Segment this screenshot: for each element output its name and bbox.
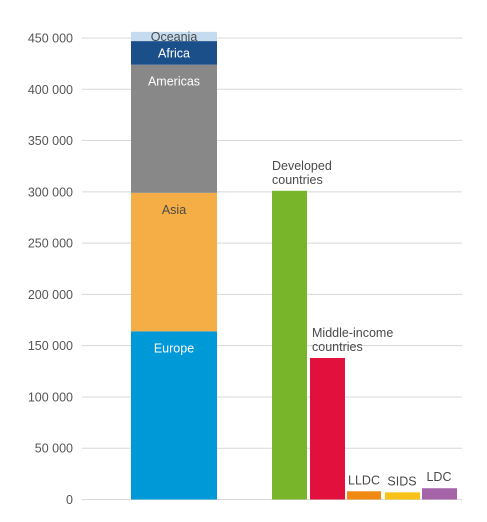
bar-label-line: Middle-income bbox=[312, 326, 393, 340]
y-tick-label: 0 bbox=[66, 493, 73, 507]
bar-label-line: Developed bbox=[272, 159, 332, 173]
bar-label-middle-income-countries: Middle-income countries bbox=[312, 326, 393, 354]
bar-label-line: SIDS bbox=[387, 474, 416, 488]
stack-segment-oceania bbox=[131, 31, 217, 42]
y-tick-label: 150 000 bbox=[28, 339, 73, 353]
bar-label-ldc: LDC bbox=[426, 470, 451, 484]
bar-label-line: LDC bbox=[426, 470, 451, 484]
y-tick-label: 250 000 bbox=[28, 237, 73, 251]
stack-segment-europe bbox=[131, 331, 217, 500]
stack-label-europe: Europe bbox=[154, 341, 194, 355]
y-tick-label: 400 000 bbox=[28, 83, 73, 97]
y-tick-label: 50 000 bbox=[35, 442, 73, 456]
stack-segment-africa bbox=[131, 41, 217, 65]
stack-label-oceania: Oceania bbox=[151, 30, 198, 44]
y-tick-label: 350 000 bbox=[28, 134, 73, 148]
stack-label-africa: Africa bbox=[158, 46, 190, 60]
bar-label-line: LLDC bbox=[348, 473, 380, 487]
y-tick-label: 100 000 bbox=[28, 390, 73, 404]
category-bars bbox=[272, 190, 457, 500]
stack-segment-americas bbox=[131, 64, 217, 193]
bar-label-line: countries bbox=[312, 340, 363, 354]
stack-label-americas: Americas bbox=[148, 75, 200, 89]
stack-label-asia: Asia bbox=[162, 203, 186, 217]
y-tick-label: 300 000 bbox=[28, 185, 73, 199]
bar-label-developed-countries: Developed countries bbox=[272, 159, 332, 187]
bar-middle-income-countries bbox=[310, 357, 345, 500]
y-tick-label: 450 000 bbox=[28, 32, 73, 46]
y-axis-ticks: 0 50 000 100 000 150 000 200 000 250 000 300 0… bbox=[28, 32, 73, 508]
bar-sids bbox=[385, 492, 420, 500]
bar-label-line: countries bbox=[272, 173, 323, 187]
bar-label-lldc: LLDC bbox=[348, 473, 380, 487]
stacked-bar: Europe Asia Americas Africa Oceania bbox=[131, 30, 217, 500]
bar-label-sids: SIDS bbox=[387, 474, 416, 488]
bar-ldc bbox=[422, 488, 457, 500]
bar-developed-countries bbox=[272, 190, 307, 500]
stack-segment-asia bbox=[131, 192, 217, 332]
y-tick-label: 200 000 bbox=[28, 288, 73, 302]
bar-lldc bbox=[347, 491, 381, 500]
